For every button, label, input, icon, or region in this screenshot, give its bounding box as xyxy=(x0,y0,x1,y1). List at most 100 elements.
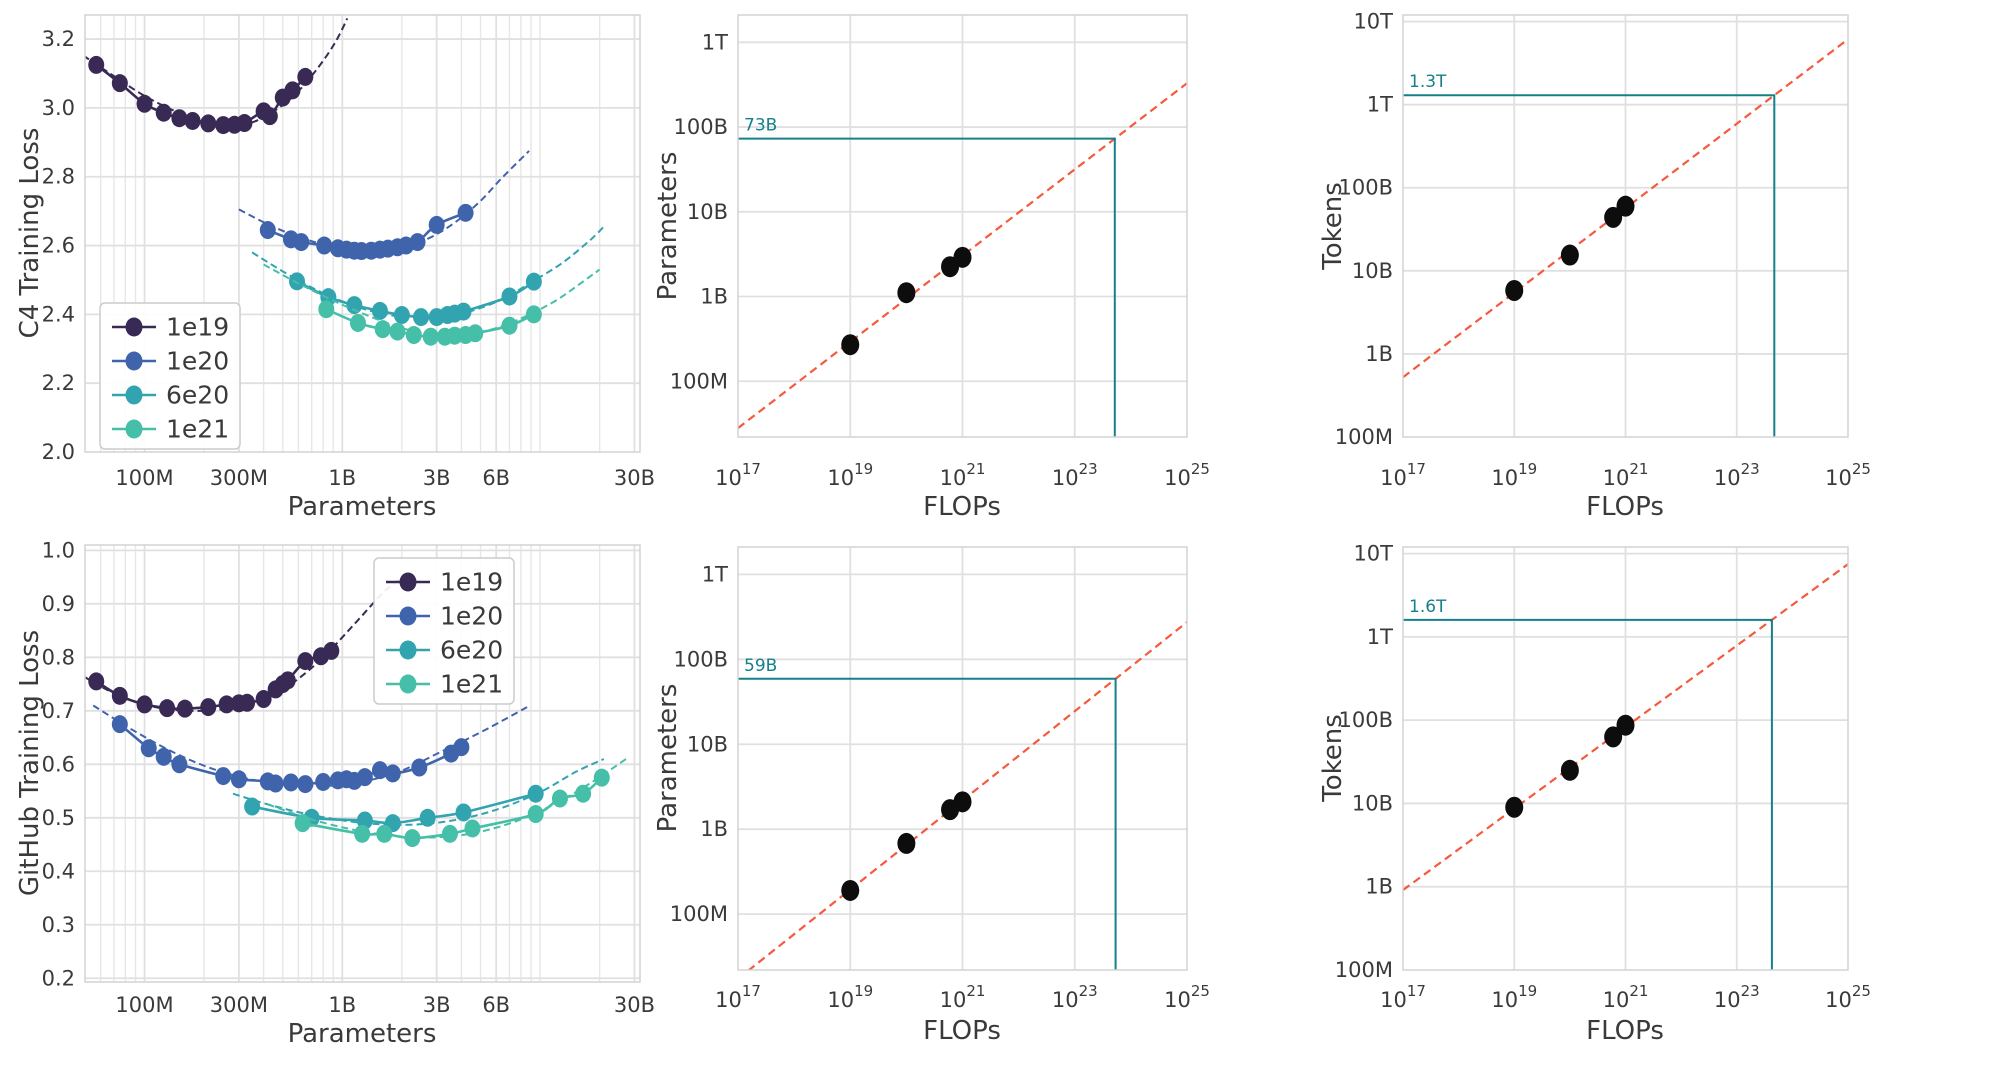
svg-text:10T: 10T xyxy=(1353,10,1393,34)
github-isoflop-series-6e20 xyxy=(232,758,605,833)
svg-text:3B: 3B xyxy=(423,466,451,490)
svg-text:0.9: 0.9 xyxy=(42,592,75,616)
svg-text:10B: 10B xyxy=(1352,791,1393,815)
github-isoflop-ylabel: GitHub Training Loss xyxy=(15,629,45,897)
c4-isoflop-plot: 1e19 1e20 6e20 1e21 100M 300M 1B 3B 6B 30B 2.0 2.2 2… xyxy=(42,14,655,490)
github-tokens-content xyxy=(1403,563,1848,970)
c4-tokens-plot: 1.3T 1017 1019 1021 1023 1025 100M 1B 10B 100B 1T 1… xyxy=(1335,10,1871,490)
github-params-tick-labels: 1017 1019 1021 1023 1025 100M 1B 10B 100B 1T xyxy=(670,562,1210,1012)
c4-params-annotation-label: 73B xyxy=(744,116,777,136)
svg-text:10T: 10T xyxy=(1353,542,1393,566)
svg-text:0.3: 0.3 xyxy=(42,913,75,937)
svg-text:2.0: 2.0 xyxy=(42,440,75,464)
c4-tokens-content xyxy=(1403,38,1848,437)
svg-text:10B: 10B xyxy=(1352,259,1393,283)
github-isoflop-legend-entry-1e21: 1e21 xyxy=(386,670,503,699)
c4-tokens-frame xyxy=(1402,14,1849,438)
github-isoflop-line-1e21 xyxy=(302,776,603,840)
c4-isoflop-ylabel: C4 Training Loss xyxy=(15,127,45,339)
c4-isoflop-xlabel: Parameters xyxy=(287,492,437,522)
c4-params-fit-line xyxy=(738,82,1187,429)
c4-isoflop-grid xyxy=(85,15,640,452)
svg-text:1023: 1023 xyxy=(1052,982,1098,1012)
svg-text:300M: 300M xyxy=(210,993,268,1017)
c4-isoflop-frame xyxy=(84,14,641,453)
svg-text:1025: 1025 xyxy=(1825,982,1871,1012)
c4-isoflop-markers-6e20 xyxy=(288,272,542,327)
svg-text:1017: 1017 xyxy=(1380,982,1426,1012)
github-tokens-annotation-label: 1.6T xyxy=(1409,597,1447,617)
github-isoflop-plot: 1e19 1e20 6e20 1e21 100M 300M 1B 3B 6B 30B 0.2 0.3 0… xyxy=(42,538,655,1017)
svg-text:1023: 1023 xyxy=(1714,460,1760,490)
svg-text:1017: 1017 xyxy=(715,460,761,490)
svg-text:0.8: 0.8 xyxy=(42,645,75,669)
github-tokens-ylabel: Tokens xyxy=(1318,714,1348,802)
svg-text:0.6: 0.6 xyxy=(42,752,75,776)
github-tokens-grid xyxy=(1403,547,1848,970)
svg-text:0.2: 0.2 xyxy=(42,966,75,990)
github-isoflop-markers-1e20 xyxy=(111,715,470,794)
github-params-plot: 59B 1017 1019 1021 1023 1025 100M 1B 10B 100B 1T xyxy=(670,546,1210,1012)
svg-text:1.0: 1.0 xyxy=(42,538,75,562)
github-isoflop-legend-label-1e20: 1e20 xyxy=(440,602,503,631)
svg-text:0.4: 0.4 xyxy=(42,859,75,883)
svg-text:0.5: 0.5 xyxy=(42,806,75,830)
svg-text:1021: 1021 xyxy=(1603,982,1649,1012)
c4-params-ylabel: Parameters xyxy=(653,151,683,301)
svg-text:3.0: 3.0 xyxy=(42,96,75,120)
c4-tokens-ylabel: Tokens xyxy=(1318,182,1348,270)
github-isoflop-legend-label-1e21: 1e21 xyxy=(440,670,503,699)
svg-text:100M: 100M xyxy=(115,993,173,1017)
github-isoflop-legend-label-1e19: 1e19 xyxy=(440,568,503,597)
github-params-ylabel: Parameters xyxy=(653,683,683,833)
svg-text:1019: 1019 xyxy=(827,460,873,490)
svg-text:6B: 6B xyxy=(482,466,510,490)
c4-isoflop-legend-label-1e21: 1e21 xyxy=(166,415,229,444)
c4-isoflop-series-1e20 xyxy=(238,150,530,261)
svg-text:1023: 1023 xyxy=(1052,460,1098,490)
svg-text:100B: 100B xyxy=(674,115,729,139)
github-params-xlabel: FLOPs xyxy=(923,1016,1001,1046)
svg-text:1B: 1B xyxy=(700,817,728,841)
svg-text:1T: 1T xyxy=(1367,93,1393,117)
c4-tokens-annotation-label: 1.3T xyxy=(1409,72,1447,92)
c4-params-tick-labels: 1017 1019 1021 1023 1025 100M 1B 10B 100B 1T xyxy=(670,30,1210,490)
svg-text:1B: 1B xyxy=(700,285,728,309)
svg-text:3B: 3B xyxy=(423,993,451,1017)
c4-params-optimal-guides xyxy=(738,137,1116,437)
github-isoflop-markers-1e19 xyxy=(88,641,340,718)
svg-text:1B: 1B xyxy=(1365,875,1393,899)
svg-text:1T: 1T xyxy=(702,562,728,586)
github-params-scatter-points xyxy=(841,791,972,901)
github-isoflop-markers-6e20 xyxy=(244,784,544,833)
svg-text:2.6: 2.6 xyxy=(42,234,75,258)
svg-text:1017: 1017 xyxy=(1380,460,1426,490)
github-isoflop-tick-labels: 100M 300M 1B 3B 6B 30B 0.2 0.3 0.4 0.5 0.6 0.7 0.8 0.… xyxy=(42,538,655,1017)
c4-params-grid xyxy=(738,15,1187,437)
c4-isoflop-legend-entry-6e20: 6e20 xyxy=(112,381,229,410)
github-tokens-scatter-points xyxy=(1505,714,1635,818)
svg-text:10B: 10B xyxy=(687,732,728,756)
github-isoflop-legend-entry-6e20: 6e20 xyxy=(386,636,503,665)
c4-isoflop-legend-label-6e20: 6e20 xyxy=(166,381,229,410)
c4-params-frame xyxy=(737,14,1188,438)
svg-text:1025: 1025 xyxy=(1164,982,1210,1012)
c4-isoflop-legend: 1e19 1e20 6e20 1e21 xyxy=(99,302,241,450)
github-tokens-optimal-guides xyxy=(1403,618,1773,970)
svg-text:1B: 1B xyxy=(328,466,356,490)
svg-text:100M: 100M xyxy=(670,902,728,926)
c4-isoflop-legend-entry-1e19: 1e19 xyxy=(112,313,229,342)
svg-text:2.8: 2.8 xyxy=(42,165,75,189)
svg-text:1021: 1021 xyxy=(1603,460,1649,490)
svg-text:1B: 1B xyxy=(328,993,356,1017)
c4-params-scatter-points xyxy=(841,246,972,356)
c4-isoflop-legend-label-1e20: 1e20 xyxy=(166,347,229,376)
svg-text:1T: 1T xyxy=(1367,625,1393,649)
svg-text:100M: 100M xyxy=(670,369,728,393)
svg-text:1019: 1019 xyxy=(1491,982,1537,1012)
github-params-content xyxy=(738,621,1187,970)
svg-text:1021: 1021 xyxy=(940,982,986,1012)
svg-text:2.4: 2.4 xyxy=(42,302,75,326)
github-params-grid xyxy=(738,547,1187,970)
